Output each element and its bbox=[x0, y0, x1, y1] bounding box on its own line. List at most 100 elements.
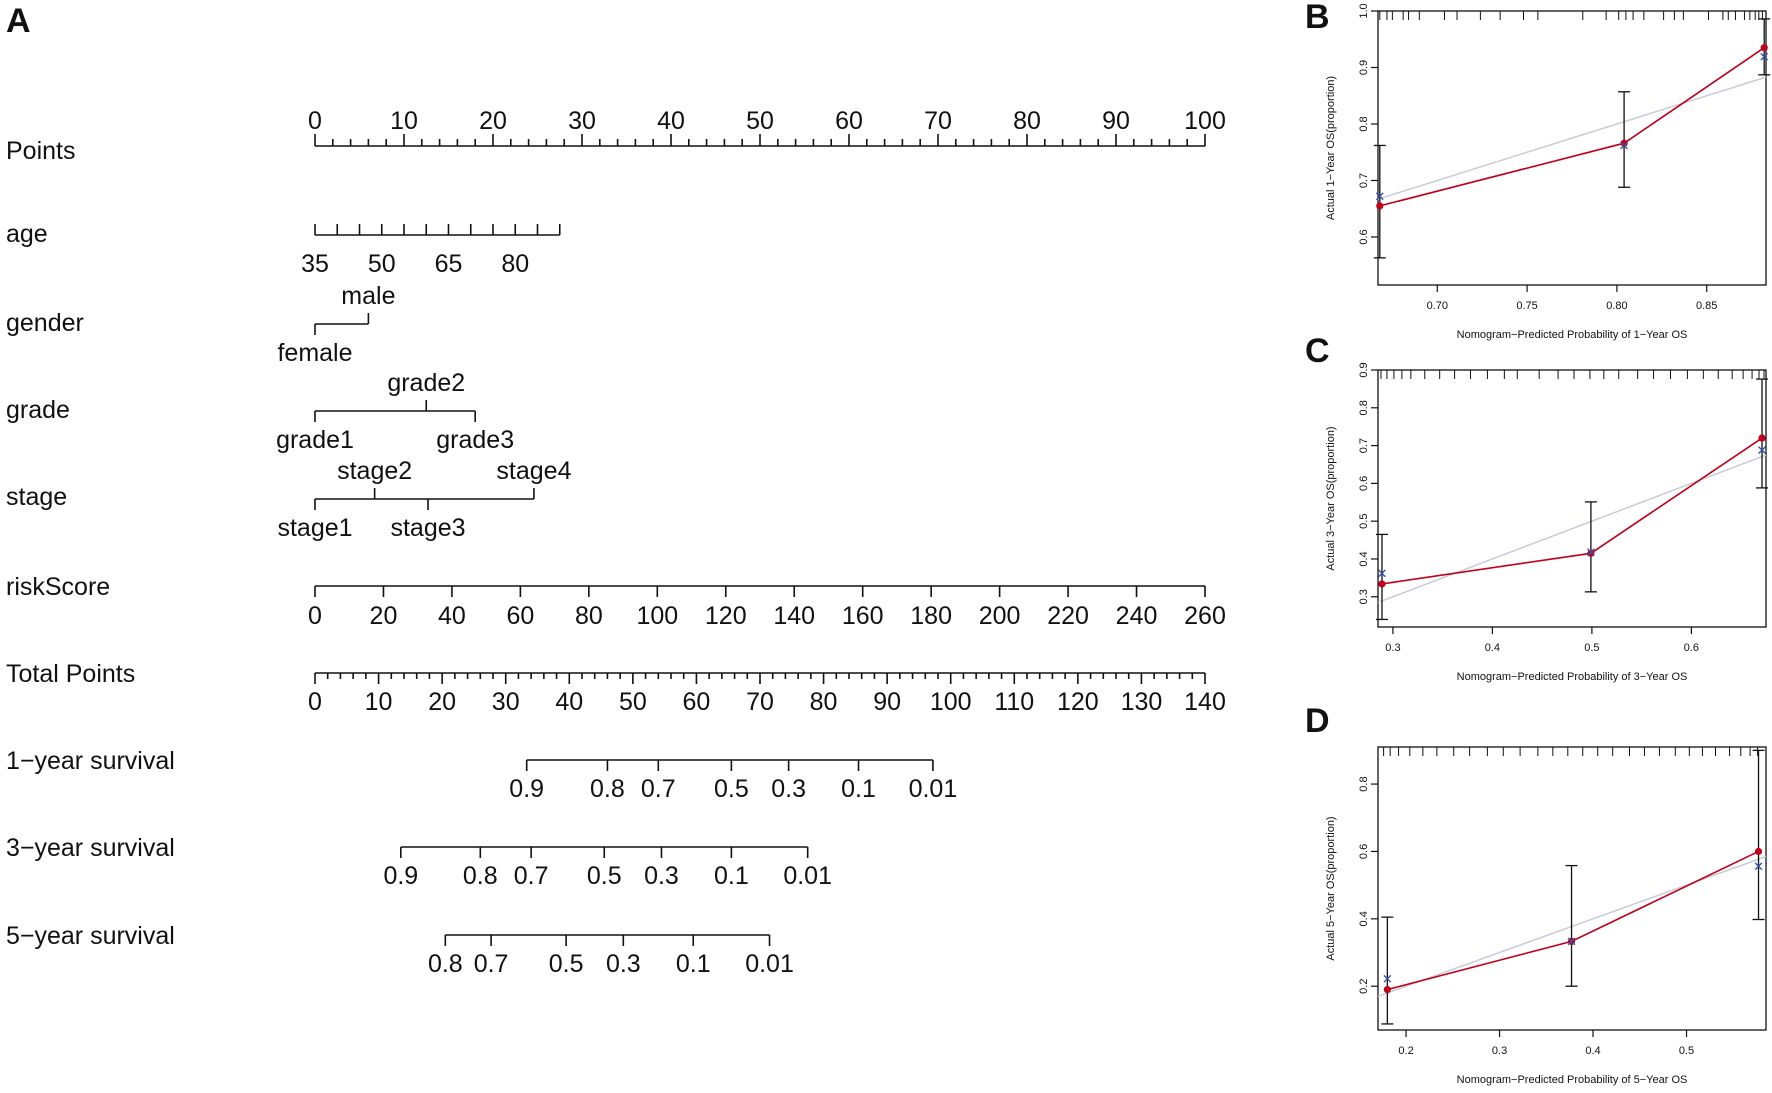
x-axis-title: Nomogram−Predicted Probability of 5−Year… bbox=[1457, 1074, 1688, 1086]
panel-label-c: C bbox=[1305, 332, 1330, 370]
total-points-tick-label: 90 bbox=[873, 688, 901, 716]
bootstrap-point bbox=[1758, 446, 1766, 455]
survival-tick-label-8: 0.3 bbox=[644, 862, 679, 890]
riskscore-tick-label: 240 bbox=[1116, 602, 1158, 630]
row-label-9: 5−year survival bbox=[6, 922, 175, 950]
total-points-tick-label: 10 bbox=[365, 688, 393, 716]
survival-tick-label-7: 0.3 bbox=[771, 775, 806, 803]
x-tick-label: 0.3 bbox=[1492, 1045, 1507, 1057]
x-tick-label: 0.3 bbox=[1385, 642, 1400, 654]
survival-tick-label-8: 0.7 bbox=[514, 862, 549, 890]
bootstrap-point bbox=[1760, 52, 1769, 61]
panel-label-a: A bbox=[6, 2, 31, 40]
row-label-7: 1−year survival bbox=[6, 747, 175, 775]
riskscore-tick-label: 260 bbox=[1184, 602, 1226, 630]
total-points-tick-label: 60 bbox=[683, 688, 711, 716]
total-points-tick-label: 140 bbox=[1184, 688, 1226, 716]
bootstrap-point bbox=[1754, 862, 1763, 871]
bootstrap-point bbox=[1567, 937, 1576, 946]
points-tick-label: 40 bbox=[657, 107, 685, 135]
y-tick-label: 0.8 bbox=[1358, 116, 1370, 131]
age-tick-label: 80 bbox=[501, 250, 529, 278]
calibration-panel-b: 0.70 0.75 0.80 0.85 0.6 0.7 0.8 0.9 1.0 Nomogram−… bbox=[1325, 3, 1771, 341]
total-points-tick-label: 40 bbox=[555, 688, 583, 716]
survival-tick-label-7: 0.7 bbox=[641, 775, 676, 803]
x-tick-label: 0.4 bbox=[1585, 1045, 1600, 1057]
x-tick-label: 0.5 bbox=[1584, 642, 1599, 654]
x-axis-title: Nomogram−Predicted Probability of 3−Year… bbox=[1457, 671, 1688, 683]
riskscore-tick-label: 180 bbox=[910, 602, 952, 630]
total-points-tick-label: 100 bbox=[930, 688, 972, 716]
riskscore-tick-label: 120 bbox=[705, 602, 747, 630]
plot-frame bbox=[1377, 369, 1767, 628]
y-tick-label: 0.9 bbox=[1358, 362, 1370, 377]
points-tick-label: 30 bbox=[568, 107, 596, 135]
x-tick-label: 0.5 bbox=[1679, 1045, 1694, 1057]
x-tick-label: 0.75 bbox=[1516, 300, 1537, 312]
survival-tick-label-9: 0.1 bbox=[676, 950, 711, 978]
points-tick-label: 0 bbox=[308, 107, 322, 135]
survival-tick-label-9: 0.3 bbox=[606, 950, 641, 978]
ideal-line bbox=[1377, 454, 1767, 604]
total-points-tick-label: 80 bbox=[810, 688, 838, 716]
survival-tick-label-8: 0.9 bbox=[383, 862, 418, 890]
survival-tick-label-8: 0.5 bbox=[587, 862, 622, 890]
row-label-4: stage bbox=[6, 483, 67, 511]
observed-point bbox=[1376, 202, 1384, 210]
observed-point bbox=[1620, 139, 1628, 147]
calibration-panel-d: 0.2 0.3 0.4 0.5 0.2 0.4 0.6 0.8 Nomogram−Predict… bbox=[1325, 746, 1767, 1086]
cat-label-2: female bbox=[277, 339, 352, 367]
cat-label-2: male bbox=[341, 282, 395, 310]
x-tick-label: 0.80 bbox=[1606, 300, 1627, 312]
y-tick-label: 0.6 bbox=[1358, 229, 1370, 244]
x-tick-label: 0.85 bbox=[1696, 300, 1717, 312]
y-tick-label: 0.5 bbox=[1358, 514, 1370, 529]
survival-tick-label-7: 0.9 bbox=[509, 775, 544, 803]
riskscore-tick-label: 160 bbox=[842, 602, 884, 630]
points-tick-label: 10 bbox=[390, 107, 418, 135]
calibration-panel-c: 0.3 0.4 0.5 0.6 0.3 0.4 0.5 0.6 0.7 0.8 0.9 Nomogra… bbox=[1325, 362, 1769, 683]
total-points-tick-label: 110 bbox=[994, 688, 1034, 716]
survival-tick-label-9: 0.01 bbox=[745, 950, 794, 978]
survival-tick-label-9: 0.5 bbox=[549, 950, 584, 978]
bootstrap-point bbox=[1620, 141, 1628, 150]
cat-label-4: stage3 bbox=[390, 514, 465, 542]
panel-label-b: B bbox=[1305, 0, 1330, 36]
y-tick-label: 1.0 bbox=[1358, 3, 1370, 18]
points-tick-label: 90 bbox=[1102, 107, 1130, 135]
survival-tick-label-9: 0.8 bbox=[428, 950, 463, 978]
bootstrap-point bbox=[1375, 192, 1384, 201]
survival-tick-label-9: 0.7 bbox=[474, 950, 509, 978]
total-points-tick-label: 0 bbox=[308, 688, 322, 716]
y-tick-label: 0.8 bbox=[1358, 776, 1370, 791]
cat-label-4: stage4 bbox=[496, 457, 571, 485]
riskscore-tick-label: 100 bbox=[636, 602, 678, 630]
y-tick-label: 0.7 bbox=[1358, 438, 1370, 453]
riskscore-tick-label: 200 bbox=[979, 602, 1021, 630]
observed-line bbox=[1379, 47, 1765, 207]
riskscore-tick-label: 20 bbox=[370, 602, 398, 630]
bootstrap-point bbox=[1378, 569, 1386, 578]
survival-tick-label-7: 0.01 bbox=[909, 775, 958, 803]
observed-point bbox=[1758, 434, 1766, 442]
total-points-tick-label: 70 bbox=[746, 688, 774, 716]
observed-point bbox=[1587, 549, 1595, 557]
total-points-tick-label: 50 bbox=[619, 688, 647, 716]
riskscore-tick-label: 220 bbox=[1047, 602, 1089, 630]
survival-tick-label-8: 0.01 bbox=[783, 862, 832, 890]
points-tick-label: 60 bbox=[835, 107, 863, 135]
cat-label-3: grade2 bbox=[387, 369, 465, 397]
bootstrap-point bbox=[1587, 548, 1595, 557]
riskscore-tick-label: 80 bbox=[575, 602, 603, 630]
age-tick-label: 35 bbox=[301, 250, 329, 278]
row-label-6: Total Points bbox=[6, 660, 135, 688]
points-tick-label: 50 bbox=[746, 107, 774, 135]
x-tick-label: 0.6 bbox=[1684, 642, 1699, 654]
x-tick-label: 0.4 bbox=[1485, 642, 1500, 654]
x-tick-label: 0.70 bbox=[1427, 300, 1448, 312]
y-tick-label: 0.6 bbox=[1358, 476, 1370, 491]
points-tick-label: 80 bbox=[1013, 107, 1041, 135]
observed-line bbox=[1381, 437, 1763, 585]
